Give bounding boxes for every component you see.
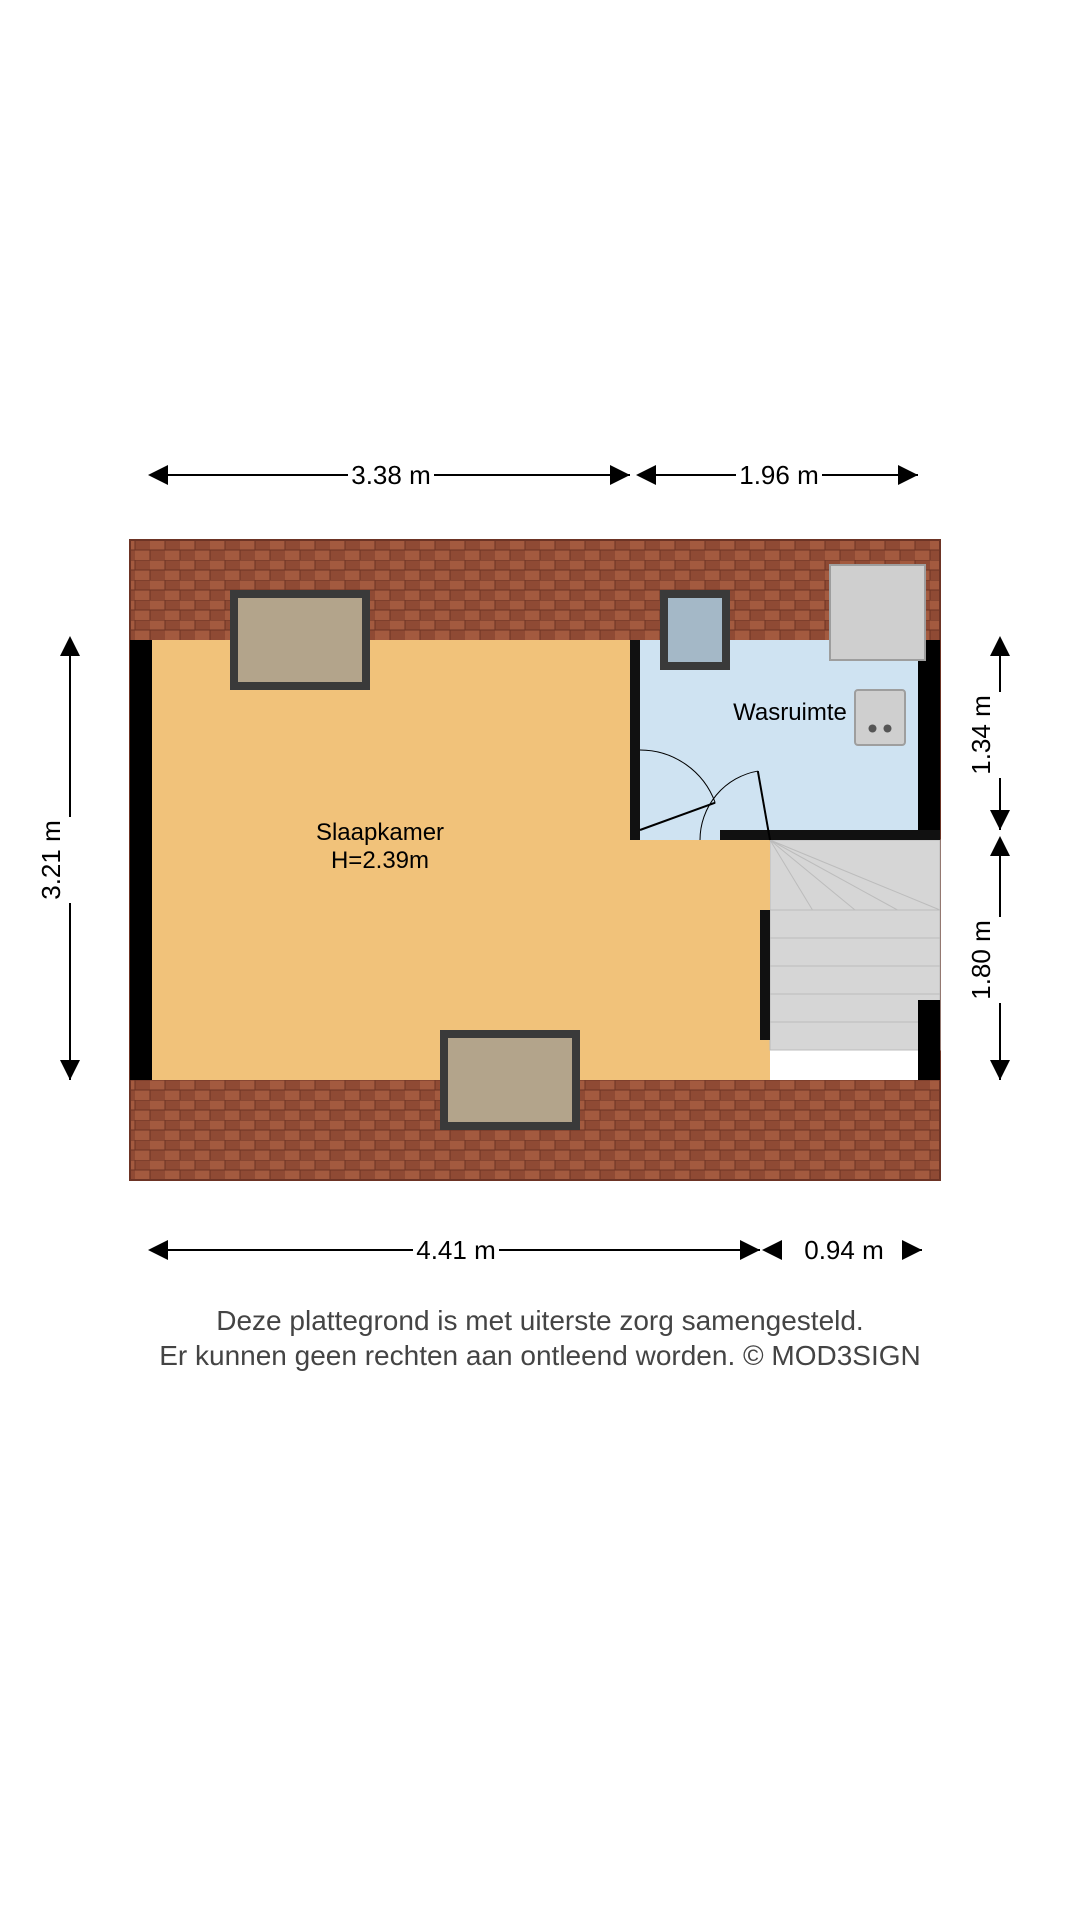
- appliance-boiler: [855, 690, 905, 745]
- dim-label: 1.80 m: [966, 920, 996, 1000]
- disclaimer-line2: Er kunnen geen rechten aan ontleend word…: [159, 1340, 921, 1371]
- dim-label: 1.96 m: [739, 460, 819, 490]
- dim-label: 1.34 m: [966, 695, 996, 775]
- appliance-washer: [830, 565, 925, 660]
- label-bedroom: Slaapkamer: [316, 819, 444, 846]
- disclaimer-line1: Deze plattegrond is met uiterste zorg sa…: [216, 1305, 863, 1336]
- dim-label: 3.38 m: [351, 460, 431, 490]
- dim-label: 0.94 m: [804, 1235, 884, 1265]
- stair-treads: [770, 840, 940, 1080]
- label-laundry: Wasruimte: [733, 699, 847, 726]
- label-bedroom-height: H=2.39m: [331, 847, 429, 874]
- skylight-glass-1: [668, 598, 722, 662]
- gable-wall-2: [918, 1000, 940, 1080]
- floorplan-page: { "canvas": { "width": 1080, "height": 1…: [0, 0, 1080, 1920]
- dim-label: 3.21 m: [36, 820, 66, 900]
- skylight-glass-0: [238, 598, 362, 682]
- dim-label: 4.41 m: [416, 1235, 496, 1265]
- gable-wall-1: [918, 640, 940, 830]
- skylight-glass-2: [448, 1038, 572, 1122]
- floorplan-svg: SlaapkamerH=2.39m Wasruimte 3.38 m 1.96 m 4.…: [0, 0, 1080, 1920]
- wall-partition-v: [630, 640, 640, 840]
- gable-wall-0: [130, 640, 152, 1080]
